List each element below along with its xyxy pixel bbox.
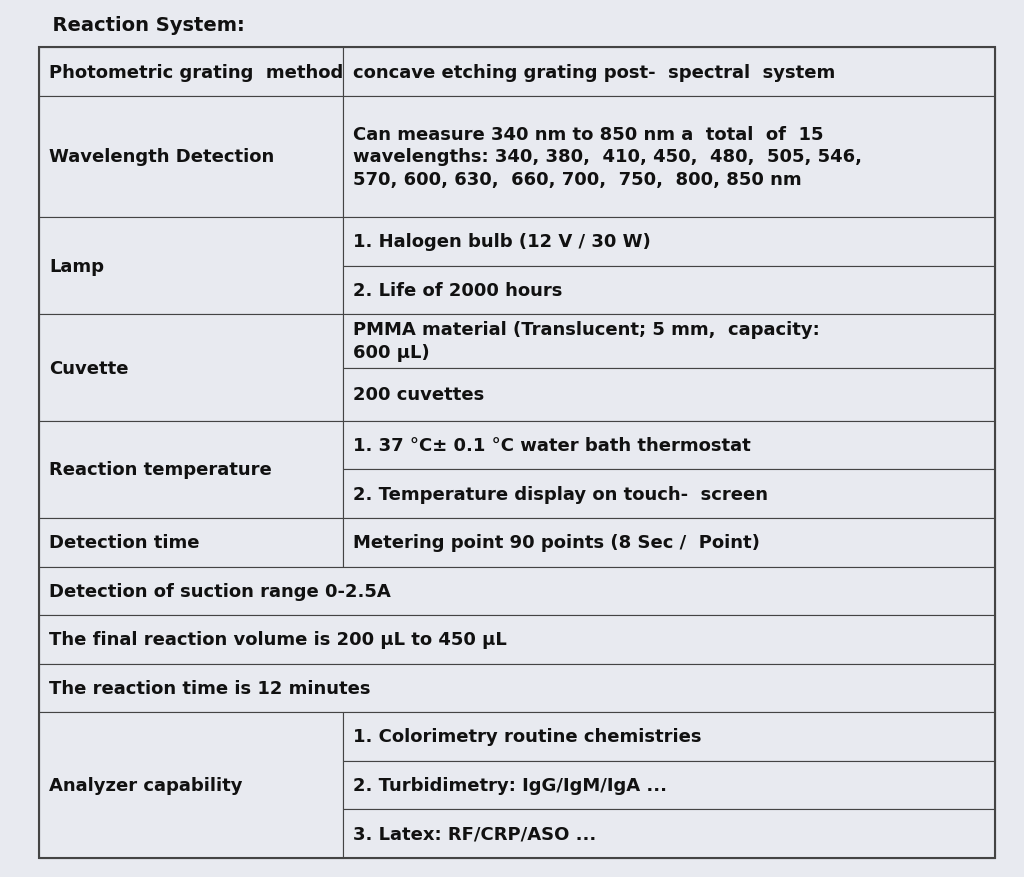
Bar <box>39 422 343 518</box>
Text: Lamp: Lamp <box>49 257 104 275</box>
Text: concave etching grating post-  spectral  system: concave etching grating post- spectral s… <box>353 63 836 82</box>
Text: Wavelength Detection: Wavelength Detection <box>49 148 274 167</box>
Text: Can measure 340 nm to 850 nm a  total  of  15
wavelengths: 340, 380,  410, 450, : Can measure 340 nm to 850 nm a total of … <box>353 125 862 189</box>
Bar <box>39 96 343 217</box>
Bar <box>343 712 995 760</box>
Text: PMMA material (Translucent; 5 mm,  capacity:
600 μL): PMMA material (Translucent; 5 mm, capaci… <box>353 321 820 362</box>
Bar <box>343 470 995 518</box>
Text: 3. Latex: RF/CRP/ASO ...: 3. Latex: RF/CRP/ASO ... <box>353 824 597 843</box>
Text: Metering point 90 points (8 Sec /  Point): Metering point 90 points (8 Sec / Point) <box>353 533 760 552</box>
Text: 2. Life of 2000 hours: 2. Life of 2000 hours <box>353 282 562 300</box>
Bar <box>343 422 995 470</box>
Text: The final reaction volume is 200 μL to 450 μL: The final reaction volume is 200 μL to 4… <box>49 631 507 649</box>
Text: 2. Turbidimetry: IgG/IgM/IgA ...: 2. Turbidimetry: IgG/IgM/IgA ... <box>353 776 668 794</box>
Text: Cuvette: Cuvette <box>49 360 129 377</box>
Bar <box>343 217 995 267</box>
Bar <box>39 664 995 712</box>
Bar <box>39 48 343 96</box>
Bar <box>39 616 995 664</box>
Bar <box>39 712 343 858</box>
Bar <box>343 96 995 217</box>
Text: The reaction time is 12 minutes: The reaction time is 12 minutes <box>49 679 371 697</box>
Text: Photometric grating  method: Photometric grating method <box>49 63 343 82</box>
Bar <box>39 518 343 567</box>
Bar <box>343 315 995 368</box>
Text: 1. Colorimetry routine chemistries: 1. Colorimetry routine chemistries <box>353 728 701 745</box>
Bar <box>343 809 995 858</box>
Bar <box>39 567 995 616</box>
Text: Reaction temperature: Reaction temperature <box>49 461 272 479</box>
Bar <box>343 368 995 422</box>
Text: Reaction System:: Reaction System: <box>39 16 245 35</box>
Text: 200 cuvettes: 200 cuvettes <box>353 386 484 403</box>
Text: 2. Temperature display on touch-  screen: 2. Temperature display on touch- screen <box>353 485 768 503</box>
Bar <box>39 217 343 315</box>
Bar <box>343 48 995 96</box>
Bar <box>39 315 343 422</box>
Bar <box>343 267 995 315</box>
Text: 1. 37 °C± 0.1 °C water bath thermostat: 1. 37 °C± 0.1 °C water bath thermostat <box>353 437 751 454</box>
Text: Detection of suction range 0-2.5A: Detection of suction range 0-2.5A <box>49 582 391 600</box>
Text: 1. Halogen bulb (12 V / 30 W): 1. Halogen bulb (12 V / 30 W) <box>353 233 651 251</box>
Bar <box>343 518 995 567</box>
Text: Detection time: Detection time <box>49 533 200 552</box>
Text: Analyzer capability: Analyzer capability <box>49 776 243 794</box>
Bar <box>343 760 995 809</box>
